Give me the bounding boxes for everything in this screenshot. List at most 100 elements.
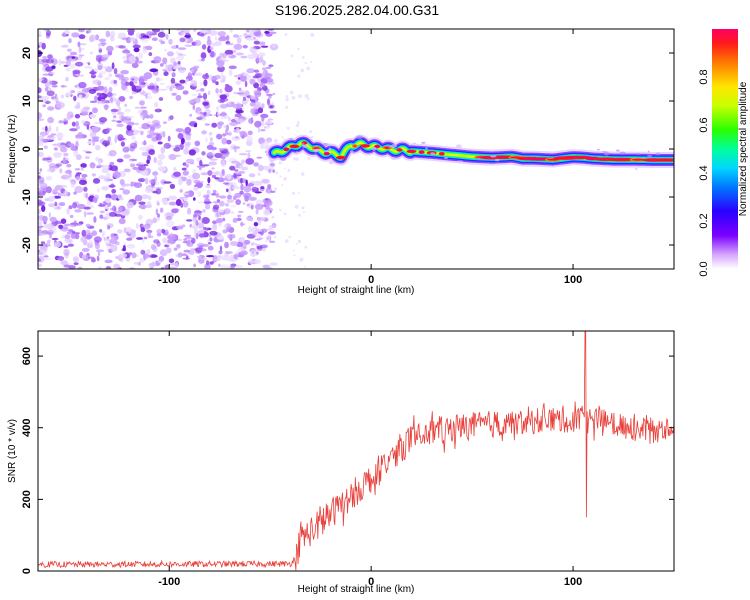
noise-blob — [193, 232, 197, 237]
noise-dot — [295, 157, 299, 161]
noise-blob — [45, 125, 48, 132]
noise-blob — [108, 86, 113, 93]
noise-blob — [118, 115, 124, 120]
noise-blob — [226, 188, 229, 193]
noise-blob — [95, 54, 104, 58]
band-hotspot-core — [651, 159, 674, 161]
noise-blob — [104, 104, 109, 111]
noise-blob — [245, 150, 252, 153]
noise-blob — [221, 137, 228, 145]
noise-blob — [104, 259, 113, 264]
noise-blob — [45, 66, 54, 72]
noise-blob — [227, 101, 232, 105]
band-side-blob — [323, 150, 331, 153]
noise-blob — [212, 204, 220, 210]
noise-blob — [180, 202, 184, 208]
noise-blob — [168, 153, 177, 161]
noise-blob — [145, 145, 150, 149]
noise-blob — [225, 203, 229, 207]
band-side-blob — [339, 163, 345, 166]
noise-blob — [73, 191, 77, 195]
noise-blob — [153, 157, 157, 164]
noise-blob — [55, 96, 59, 104]
band-side-blob — [457, 160, 463, 163]
noise-blob — [135, 223, 139, 229]
noise-blob — [83, 186, 88, 192]
spectrogram-xtick-label: 100 — [564, 274, 582, 286]
noise-blob — [141, 194, 149, 200]
noise-blob — [146, 159, 150, 164]
noise-blob — [253, 30, 262, 37]
noise-blob — [141, 90, 145, 96]
noise-blob — [233, 91, 238, 95]
snr-xlabel: Height of straight line (km) — [298, 584, 415, 595]
noise-dot — [273, 235, 277, 239]
colorbar: 0.0 0.2 0.4 0.6 0.8 Normalized spectral ampl… — [698, 29, 749, 277]
noise-blob — [224, 85, 233, 93]
noise-dot — [284, 239, 289, 244]
noise-blob — [149, 113, 154, 119]
spectrogram-ytick-label: 20 — [21, 47, 33, 59]
noise-blob — [239, 74, 247, 82]
band-hotspot-core — [325, 152, 328, 155]
noise-blob — [187, 72, 193, 79]
noise-blob — [219, 89, 223, 94]
noise-blob — [89, 193, 95, 197]
noise-blob — [139, 100, 145, 106]
noise-blob — [85, 151, 92, 154]
noise-blob — [175, 128, 184, 133]
noise-blob — [264, 240, 268, 243]
noise-blob — [212, 201, 220, 204]
band-hotspot-core — [563, 156, 592, 159]
noise-blob — [180, 137, 185, 145]
noise-blob — [42, 56, 47, 59]
noise-blob — [51, 85, 58, 88]
noise-blob — [53, 98, 57, 101]
noise-blob — [171, 92, 177, 96]
noise-blob — [38, 219, 43, 225]
noise-blob — [68, 205, 73, 210]
noise-blob — [182, 192, 190, 195]
noise-blob — [207, 242, 212, 245]
noise-blob — [228, 65, 237, 70]
noise-blob — [94, 95, 98, 102]
noise-blob — [57, 257, 64, 261]
noise-blob — [70, 145, 78, 151]
noise-blob — [151, 37, 158, 41]
noise-blob — [164, 229, 169, 236]
noise-blob — [226, 34, 230, 42]
noise-blob — [164, 48, 167, 52]
noise-blob — [268, 240, 276, 243]
noise-blob — [260, 113, 269, 119]
noise-blob — [98, 160, 102, 166]
noise-blob — [73, 262, 79, 265]
noise-blob — [91, 126, 100, 133]
noise-blob — [221, 160, 226, 168]
noise-blob — [189, 113, 193, 117]
noise-blob — [38, 187, 44, 193]
noise-blob — [253, 162, 259, 167]
noise-blob — [243, 185, 252, 193]
noise-blob — [189, 162, 195, 165]
noise-blob — [240, 236, 246, 240]
band-side-blob — [412, 142, 417, 145]
noise-blob — [242, 202, 246, 205]
noise-blob — [266, 78, 274, 83]
noise-blob — [201, 243, 209, 247]
noise-blob — [207, 239, 211, 243]
noise-blob — [177, 133, 184, 140]
noise-blob — [131, 62, 139, 69]
noise-blob — [160, 146, 166, 154]
noise-blob — [208, 235, 212, 237]
noise-blob — [269, 105, 273, 109]
noise-blob — [62, 32, 66, 38]
band-hotspot-core — [440, 152, 443, 155]
noise-blob — [158, 78, 163, 81]
noise-blob — [165, 216, 173, 221]
snr-ytick-label: 0 — [21, 568, 33, 574]
noise-blob — [141, 236, 145, 244]
noise-blob — [247, 130, 253, 136]
noise-blob — [246, 215, 254, 221]
noise-blob — [270, 190, 276, 193]
noise-blob — [81, 167, 84, 171]
